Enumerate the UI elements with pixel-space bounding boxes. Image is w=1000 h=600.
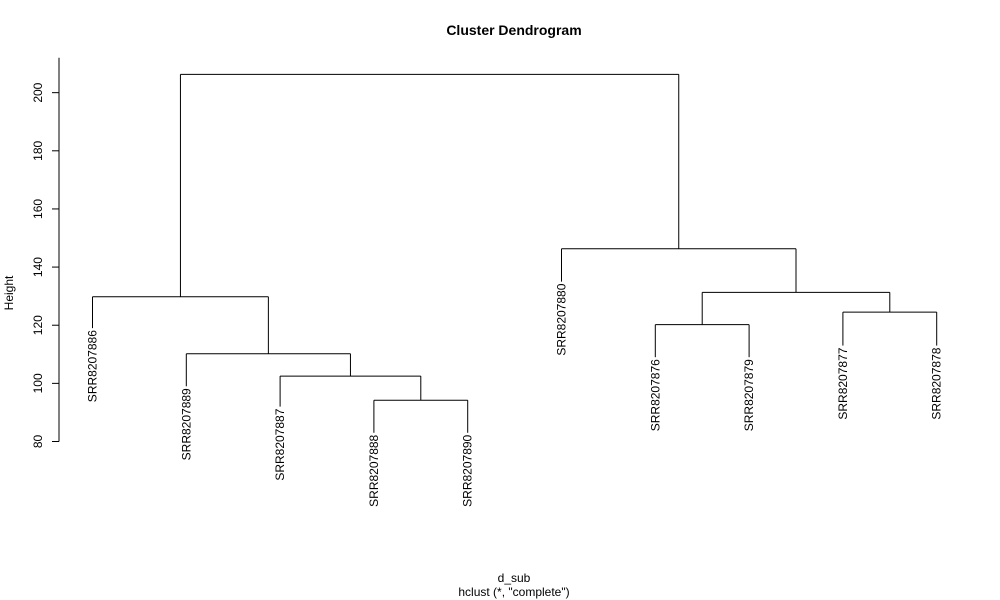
y-tick-label-80: 80 (31, 435, 45, 449)
chart-title: Cluster Dendrogram (446, 22, 581, 38)
y-tick-label-200: 200 (31, 82, 45, 102)
leaf-label-SRR8207890: SRR8207890 (461, 434, 475, 506)
leaf-label-SRR8207879: SRR8207879 (742, 359, 756, 431)
y-tick-label-180: 180 (31, 140, 45, 160)
x-axis-label: d_sub (498, 571, 531, 585)
leaf-label-SRR8207889: SRR8207889 (179, 388, 193, 460)
leaf-label-SRR8207888: SRR8207888 (367, 434, 381, 506)
y-tick-label-100: 100 (31, 373, 45, 393)
leaf-label-SRR8207877: SRR8207877 (836, 347, 850, 419)
leaf-labels: SRR8207886 SRR8207889 SRR8207887 SRR8207888… (86, 283, 944, 507)
method-sublabel: hclust (*, "complete") (458, 585, 569, 599)
dendrogram-branches (92, 73, 938, 433)
leaf-label-SRR8207887: SRR8207887 (273, 408, 287, 480)
leaf-label-SRR8207886: SRR8207886 (86, 330, 100, 402)
y-tick-label-120: 120 (31, 315, 45, 335)
y-tick-label-140: 140 (31, 257, 45, 277)
leaf-label-SRR8207878: SRR8207878 (930, 347, 944, 419)
y-tick-label-160: 160 (31, 199, 45, 219)
leaf-label-SRR8207880: SRR8207880 (555, 283, 569, 355)
y-axis-label: Height (2, 275, 16, 310)
y-axis: 80 100 120 140 160 180 200 (31, 57, 60, 449)
leaf-label-SRR8207876: SRR8207876 (648, 359, 662, 431)
